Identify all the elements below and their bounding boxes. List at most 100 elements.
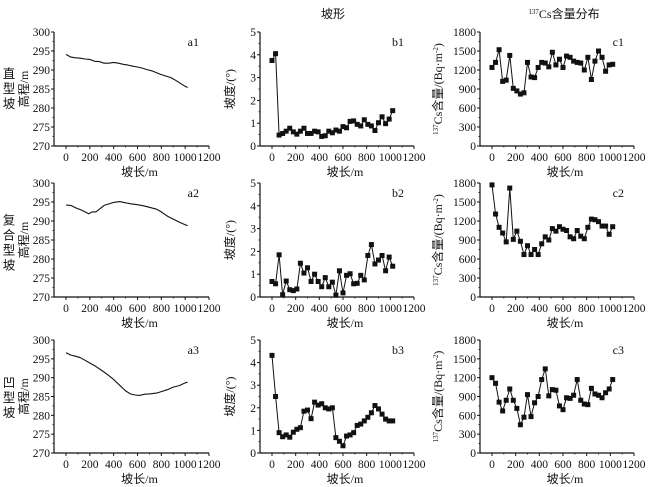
panel-b1: 0 1 2 3 4 5 0 200 400 600 800 1000 1200 坡长/m 坡度/(°) b1: [222, 27, 426, 179]
y-tick-label: 280: [33, 410, 51, 422]
data-point: [290, 288, 296, 294]
x-tick-label: 1000: [379, 152, 402, 164]
row-label-char: 型: [3, 82, 16, 96]
y-axis-label: 137Cs含量/(Bq·m-2): [430, 194, 445, 286]
x-axis-label: 坡长/m: [327, 165, 364, 179]
data-point: [297, 425, 303, 431]
x-tick-label: 1200: [198, 152, 221, 164]
panel-a3: 270 275 280 285 290 295 300 0 200 400 600 800 1000 12…: [16, 335, 221, 486]
series-line: [271, 53, 394, 137]
data-point: [379, 411, 385, 417]
data-point: [301, 408, 307, 414]
data-point: [546, 64, 552, 70]
y-tick-label: 1800: [453, 178, 476, 190]
data-point: [596, 48, 601, 54]
x-tick-label: 800: [358, 152, 376, 164]
data-point: [553, 228, 559, 234]
data-point: [287, 287, 293, 293]
y-tick-label: 3: [250, 224, 256, 236]
y-tick-label: 1: [250, 118, 256, 130]
y-tick-label: 600: [459, 103, 477, 115]
y-tick-label: 0: [470, 292, 476, 304]
y-tick-label: 270: [33, 448, 51, 460]
data-point: [542, 60, 548, 66]
data-point: [365, 414, 371, 420]
data-point: [322, 405, 328, 411]
data-point: [290, 129, 296, 135]
y-tick-label: 1800: [453, 335, 476, 347]
data-point: [326, 406, 332, 412]
data-point: [493, 59, 499, 65]
y-tick-label: 275: [33, 122, 51, 134]
data-point: [333, 127, 339, 133]
data-point: [574, 377, 580, 383]
panel-label: c3: [613, 343, 624, 357]
y-tick-label: 2: [250, 95, 256, 107]
x-tick-label: 200: [287, 303, 305, 315]
series-line: [491, 368, 614, 426]
x-tick-label: 600: [554, 152, 572, 164]
y-axis-label: 137Cs含量/(Bq·m-2): [430, 351, 445, 443]
data-point: [308, 130, 314, 136]
data-point: [592, 217, 598, 223]
data-point: [603, 68, 609, 74]
data-point: [567, 54, 573, 60]
data-point: [376, 257, 381, 263]
data-point: [379, 253, 385, 259]
data-point: [315, 129, 321, 135]
x-tick-label: 600: [554, 459, 572, 471]
data-point: [514, 228, 520, 234]
x-tick-label: 800: [153, 459, 171, 471]
y-axis-label: 高程/m: [16, 378, 31, 415]
data-point: [588, 385, 594, 391]
panel-label: a2: [188, 186, 199, 200]
row-label-char: 型: [3, 391, 16, 405]
data-point: [514, 405, 520, 411]
data-point: [596, 392, 601, 398]
data-point: [542, 366, 548, 372]
x-tick-label: 0: [489, 459, 495, 471]
x-tick-label: 600: [129, 152, 147, 164]
data-point: [521, 252, 527, 258]
x-tick-label: 1200: [198, 459, 221, 471]
data-point: [280, 292, 286, 298]
data-point: [379, 114, 385, 120]
data-point: [329, 279, 335, 285]
row-label-char: 直: [3, 67, 16, 81]
data-point: [599, 395, 605, 401]
x-tick-label: 1000: [379, 459, 402, 471]
data-point: [546, 237, 552, 243]
panel-b2: 0 1 2 3 4 5 0 200 400 600 800 1000 1200 坡长/m 坡度/(°) b2: [222, 178, 426, 330]
data-point: [376, 406, 381, 412]
row-label-char: 合: [3, 228, 16, 243]
data-point: [368, 242, 374, 248]
y-tick-label: 1: [250, 269, 256, 281]
y-tick-label: 285: [33, 235, 51, 247]
y-tick-label: 1500: [453, 354, 476, 366]
data-point: [539, 59, 545, 65]
data-point: [336, 438, 342, 444]
data-point: [542, 234, 548, 240]
data-point: [574, 228, 580, 233]
x-tick-label: 1200: [623, 459, 646, 471]
y-tick-label: 900: [459, 235, 477, 247]
data-point: [496, 224, 502, 230]
x-tick-label: 0: [269, 459, 275, 471]
data-point: [549, 226, 555, 232]
column-title-slope: 坡形: [321, 7, 345, 21]
y-axis-label: 坡度/(°): [222, 69, 237, 109]
data-point: [329, 405, 335, 411]
panel-label: a3: [188, 343, 199, 357]
x-tick-label: 800: [153, 152, 171, 164]
y-tick-label: 3: [250, 73, 256, 85]
x-tick-label: 800: [358, 303, 376, 315]
data-point: [305, 130, 310, 136]
y-tick-label: 4: [250, 201, 256, 213]
series-line: [271, 355, 393, 447]
x-tick-label: 400: [105, 303, 123, 315]
series-line: [65, 352, 188, 396]
x-axis-label: 坡长/m: [121, 472, 158, 486]
row-label-char: 坡: [3, 97, 16, 111]
